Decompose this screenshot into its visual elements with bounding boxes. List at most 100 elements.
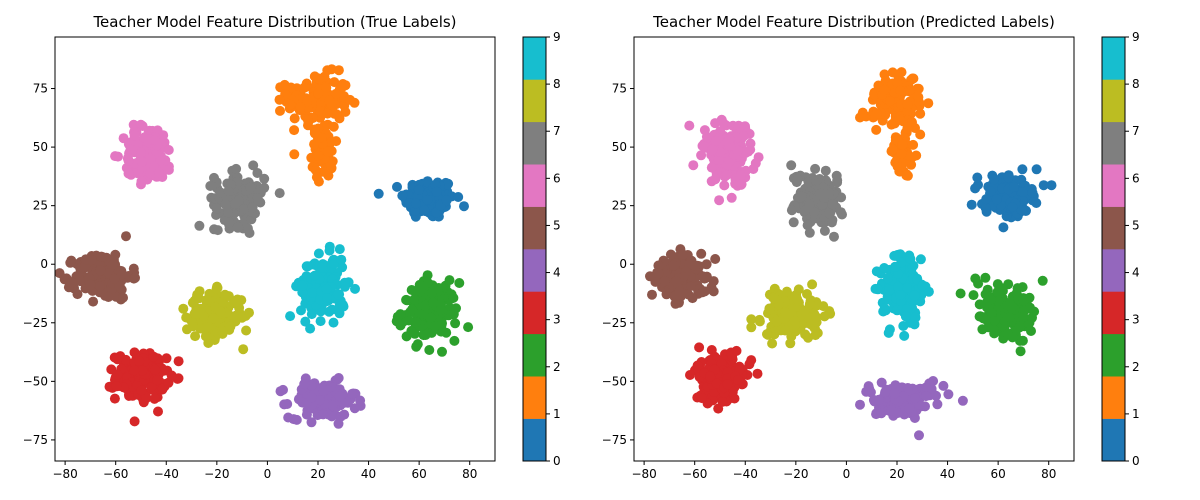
scatter-point <box>898 321 909 331</box>
right-plot-area: −80 −60 −40 −20 0 20 40 60 80 −75 −50 −25 0 25 50 75 <box>602 36 1075 481</box>
scatter-point <box>305 323 316 334</box>
colorbar-segment <box>523 164 546 207</box>
colorbar-tick-label: 6 <box>553 171 561 185</box>
scatter-point <box>902 99 913 110</box>
scatter-point <box>134 356 145 366</box>
scatter-point <box>333 373 344 383</box>
scatter-point <box>892 78 903 89</box>
scatter-point <box>932 399 943 410</box>
scatter-point <box>241 325 252 336</box>
scatter-point <box>886 119 897 130</box>
scatter-point <box>970 273 981 284</box>
scatter-point <box>332 289 343 300</box>
scatter-point <box>444 275 455 286</box>
scatter-point <box>785 338 796 349</box>
scatter-point <box>647 289 657 300</box>
scatter-point <box>96 251 107 262</box>
scatter-point <box>981 194 992 205</box>
x-tick-label: −60 <box>682 467 707 481</box>
scatter-point <box>420 330 431 340</box>
colorbar-tick-label: 8 <box>553 77 561 91</box>
scatter-point <box>110 151 121 162</box>
y-tick-label: 25 <box>612 199 627 213</box>
colorbar-frame <box>522 36 547 462</box>
y-tick-label: 50 <box>612 140 627 154</box>
scatter-point <box>792 174 803 185</box>
scatter-point <box>65 257 76 268</box>
scatter-point <box>690 261 700 271</box>
scatter-point <box>810 163 821 174</box>
scatter-point <box>313 248 324 259</box>
scatter-point <box>318 409 329 420</box>
scatter-point <box>981 314 992 325</box>
scatter-point <box>1014 322 1025 333</box>
scatter-point <box>861 386 872 397</box>
scatter-point <box>883 294 894 305</box>
x-tick-label: 80 <box>1041 467 1056 481</box>
scatter-point <box>684 120 695 131</box>
scatter-point <box>872 284 883 295</box>
scatter-point <box>659 276 670 287</box>
scatter-point <box>724 141 735 152</box>
scatter-point <box>310 165 321 175</box>
scatter-point <box>710 118 721 129</box>
scatter-point <box>449 335 460 346</box>
scatter-point <box>109 273 120 284</box>
scatter-point <box>1007 202 1018 212</box>
scatter-point <box>708 276 719 287</box>
scatter-point <box>336 254 347 265</box>
scatter-point <box>1017 282 1028 293</box>
scatter-point <box>314 106 325 116</box>
scatter-point <box>885 96 895 107</box>
y-tick-label: −50 <box>23 374 48 388</box>
scatter-point <box>750 158 761 169</box>
scatter-point <box>1017 187 1028 197</box>
scatter-point <box>244 228 255 238</box>
scatter-point <box>212 225 223 236</box>
scatter-point <box>674 286 685 297</box>
scatter-point <box>1008 181 1019 192</box>
scatter-point <box>454 278 465 288</box>
scatter-point <box>724 133 735 144</box>
scatter-point <box>732 145 743 156</box>
scatter-point <box>321 284 332 295</box>
scatter-point <box>323 170 334 181</box>
colorbar-tick-label: 2 <box>1132 360 1140 374</box>
left-plot-area: −80 −60 −40 −20 0 20 40 60 80 −75 −50 −25 0 25 50 75 <box>23 36 496 481</box>
scatter-point <box>1025 302 1035 313</box>
scatter-point <box>230 198 241 209</box>
scatter-point <box>122 153 133 164</box>
scatter-point <box>116 269 127 280</box>
scatter-point <box>285 311 296 322</box>
scatter-point <box>694 342 705 353</box>
scatter-point <box>819 225 830 236</box>
scatter-point <box>678 249 688 260</box>
colorbar-segment <box>523 249 546 292</box>
scatter-point <box>153 406 163 417</box>
colorbar-segment <box>523 121 546 165</box>
scatter-point <box>746 355 757 366</box>
scatter-point <box>149 135 160 146</box>
y-tick-label: 75 <box>612 82 627 96</box>
scatter-point <box>890 261 901 272</box>
scatter-points <box>55 64 474 429</box>
scatter-point <box>212 281 222 292</box>
x-tick-label: −60 <box>103 467 128 481</box>
scatter-point <box>710 135 721 146</box>
scatter-point <box>333 65 344 76</box>
scatter-point <box>767 338 778 349</box>
scatter-point <box>1004 312 1015 323</box>
scatter-point <box>202 322 213 333</box>
scatter-point <box>905 253 916 264</box>
scatter-point <box>923 98 934 109</box>
scatter-point <box>317 262 328 273</box>
x-tick-label: −40 <box>733 467 758 481</box>
scatter-point <box>902 123 913 134</box>
colorbar-tick-label: 1 <box>553 407 561 421</box>
scatter-points <box>645 67 1057 441</box>
scatter-point <box>718 118 729 129</box>
scatter-point <box>989 174 1000 185</box>
scatter-point <box>424 345 435 355</box>
colorbar-tick-label: 0 <box>1132 454 1140 468</box>
scatter-point <box>430 321 440 332</box>
